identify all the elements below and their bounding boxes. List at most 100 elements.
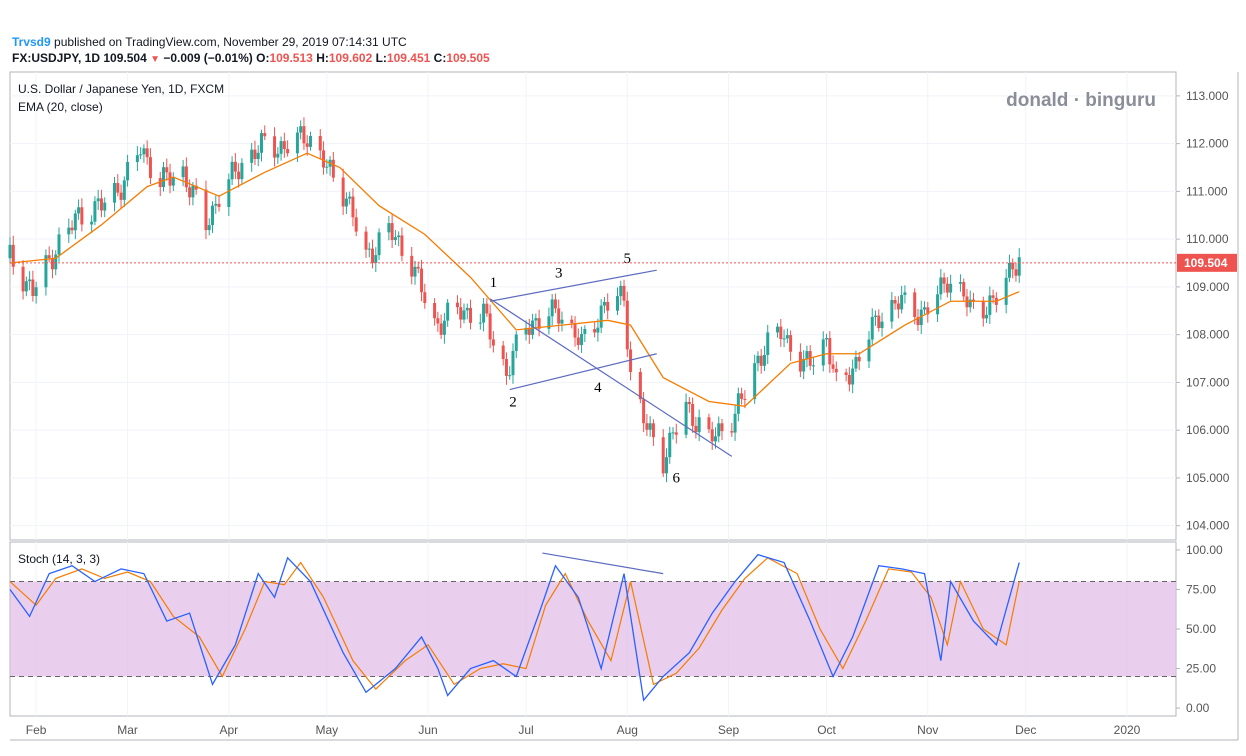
candle-body [250, 149, 254, 163]
candle-body [413, 266, 417, 277]
candle-body [171, 177, 175, 186]
candle-body [870, 316, 874, 340]
candle-body [802, 358, 806, 372]
candle-body [661, 437, 665, 474]
candle-body [602, 301, 606, 306]
candle-body [880, 321, 884, 329]
candle-body [67, 227, 71, 235]
candle-body [276, 153, 280, 158]
change-down-icon: ▼ [150, 54, 161, 65]
candle-body [668, 432, 672, 458]
stoch-legend: Stoch (14, 3, 3) [18, 552, 100, 566]
candle-body [511, 350, 515, 376]
candle-body [318, 136, 322, 151]
candle-body [57, 234, 61, 255]
candle-body [217, 203, 221, 207]
candle-body [47, 255, 51, 258]
candle-body [776, 326, 780, 333]
candle-body [619, 285, 623, 297]
candle-body [1014, 269, 1018, 276]
candle-body [436, 318, 440, 324]
wave-label: 6 [673, 471, 681, 487]
x-tick-label: Mar [117, 723, 138, 737]
candle-body [119, 192, 123, 200]
candle-body [874, 315, 878, 317]
candle-body [433, 303, 437, 319]
candle-body [684, 401, 688, 435]
stoch-y-tick-label: 50.00 [1186, 622, 1216, 636]
candle-body [936, 294, 940, 315]
wave-label: 4 [594, 380, 602, 396]
candle-body [821, 339, 825, 366]
chart-header: Trvsd9 published on TradingView.com, Nov… [8, 0, 1238, 65]
candle-body [988, 295, 992, 315]
candle-body [446, 302, 450, 321]
candle-body [191, 185, 195, 198]
candle-body [524, 327, 528, 335]
candle-body [148, 157, 152, 179]
candle-body [50, 257, 54, 270]
candle-body [93, 201, 97, 222]
candle-body [341, 177, 345, 207]
candle-body [354, 217, 358, 232]
trendline [489, 298, 733, 457]
candle-body [942, 277, 946, 284]
candle-body [766, 332, 770, 355]
stoch-y-tick-label: 75.00 [1186, 582, 1216, 596]
candle-body [782, 338, 786, 340]
trendline [490, 269, 657, 302]
last-price: 109.504 [103, 51, 147, 65]
candle-body [34, 287, 38, 296]
candle-body [286, 149, 290, 154]
stoch-trendline [542, 552, 664, 575]
candle-body [851, 368, 855, 385]
candle-body [916, 317, 920, 326]
candle-body [210, 205, 214, 226]
candle-body [263, 133, 267, 137]
change-value: −0.009 (−0.01%) [163, 51, 253, 65]
candle-body [779, 326, 783, 339]
candle-body [527, 327, 531, 335]
candle-body [122, 180, 126, 200]
candle-body [553, 299, 557, 309]
candle-body [491, 339, 495, 346]
wave-label: 3 [555, 265, 563, 281]
stoch-y-tick-label: 0.00 [1186, 701, 1210, 715]
open-label: O: [256, 51, 270, 65]
candle-body [44, 255, 48, 288]
x-tick-label: Apr [219, 723, 238, 737]
candle-body [877, 315, 881, 329]
candle-body [305, 143, 309, 147]
candle-body [560, 319, 564, 324]
candle-body [233, 161, 237, 172]
last-price-label: 109.504 [1184, 256, 1228, 270]
candle-body [168, 172, 172, 186]
candle-body [890, 299, 894, 322]
candle-body [181, 166, 185, 178]
candle-body [371, 248, 375, 263]
candle-body [469, 307, 473, 323]
candle-body [733, 413, 737, 433]
candle-body [720, 423, 724, 432]
x-tick-label: Dec [1015, 723, 1036, 737]
candle-body [753, 363, 757, 400]
candle-body [825, 338, 829, 340]
candle-body [573, 323, 577, 338]
candle-body [638, 371, 642, 400]
author-link[interactable]: Trvsd9 [12, 35, 51, 49]
candle-body [762, 354, 766, 366]
candle-body [31, 279, 35, 296]
candle-body [397, 235, 401, 238]
candle-body [478, 322, 482, 324]
candle-body [207, 225, 211, 231]
publish-line: Trvsd9 published on TradingView.com, Nov… [12, 35, 407, 49]
candle-body [142, 148, 146, 155]
candle-body [273, 136, 277, 158]
candle-body [798, 351, 802, 372]
published-text: published on TradingView.com, November 2… [54, 35, 407, 49]
candle-body [253, 149, 257, 159]
candle-body [299, 126, 303, 133]
candle-body [420, 268, 424, 293]
candle-body [145, 148, 149, 158]
